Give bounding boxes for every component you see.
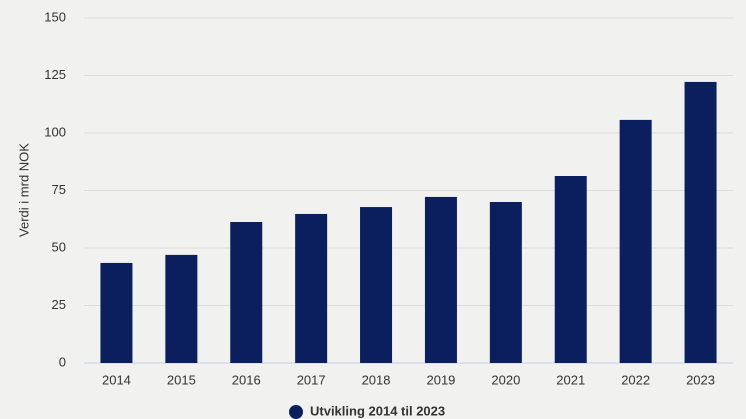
x-tick-label: 2023	[686, 372, 715, 387]
bar	[360, 207, 393, 363]
legend-marker	[289, 405, 303, 419]
y-tick-label: 75	[52, 182, 66, 197]
bar	[684, 81, 717, 363]
y-tick-label: 150	[44, 9, 66, 24]
y-axis-label: Verdi i mrd NOK	[16, 143, 31, 237]
y-tick-label: 50	[52, 239, 66, 254]
x-tick-label: 2021	[556, 372, 585, 387]
legend-label: Utvikling 2014 til 2023	[310, 403, 445, 418]
bar	[230, 222, 263, 363]
bar	[165, 254, 198, 363]
bar	[554, 176, 587, 363]
y-tick-label: 25	[52, 297, 66, 312]
bar	[295, 213, 328, 363]
x-tick-label: 2018	[362, 372, 391, 387]
x-tick-label: 2019	[426, 372, 455, 387]
bar	[489, 202, 522, 363]
x-tick-label: 2014	[102, 372, 131, 387]
x-tick-label: 2020	[491, 372, 520, 387]
y-tick-label: 100	[44, 124, 66, 139]
x-tick-label: 2015	[167, 372, 196, 387]
x-tick-label: 2016	[232, 372, 261, 387]
bar	[424, 196, 457, 363]
bar	[100, 262, 133, 363]
bar	[619, 119, 652, 363]
y-tick-label: 0	[59, 354, 66, 369]
x-tick-label: 2017	[297, 372, 326, 387]
x-tick-label: 2022	[621, 372, 650, 387]
y-tick-label: 125	[44, 67, 66, 82]
